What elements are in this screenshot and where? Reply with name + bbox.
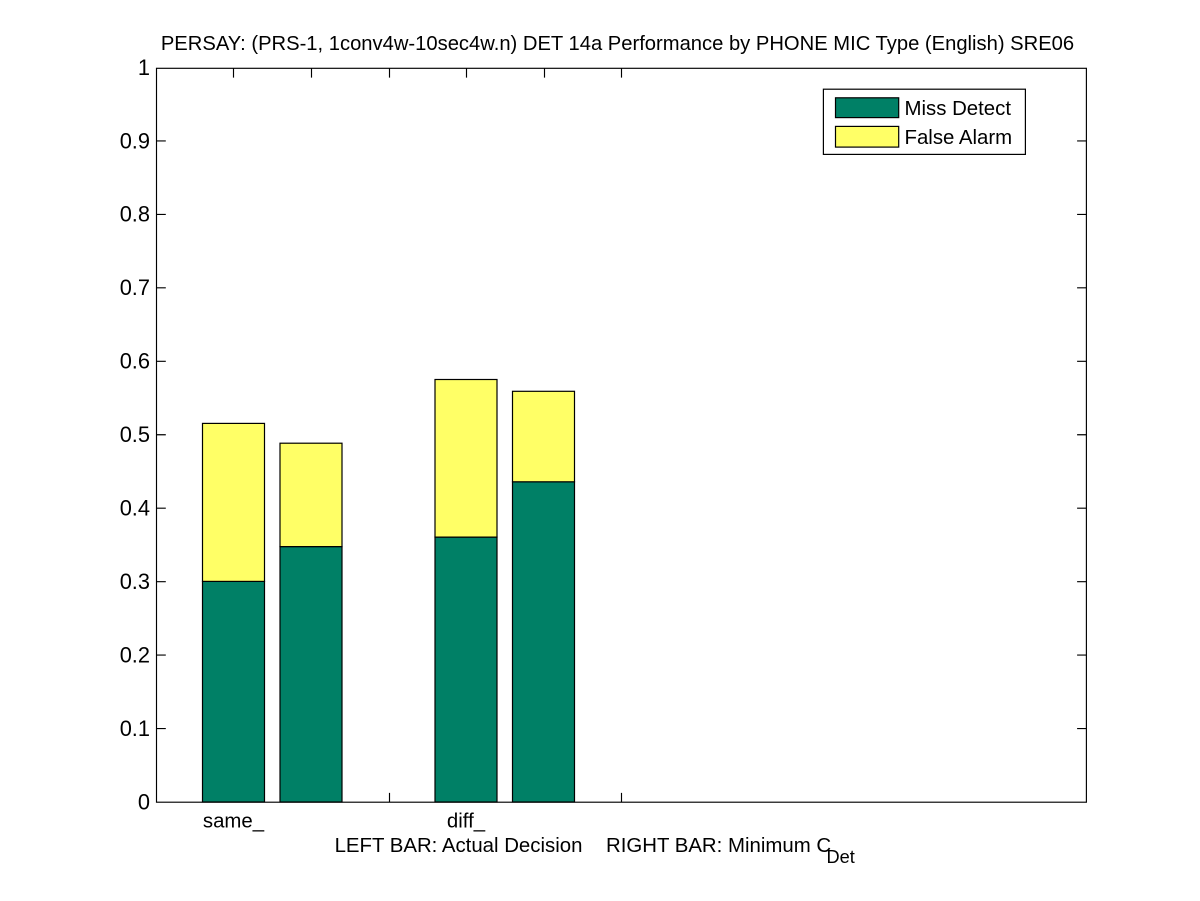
svg-text:0.5: 0.5 [120,422,150,447]
svg-text:0.6: 0.6 [120,349,150,374]
svg-text:0.2: 0.2 [120,642,150,667]
svg-text:0.9: 0.9 [120,128,150,153]
svg-text:Miss Detect: Miss Detect [905,98,1012,120]
svg-text:LEFT BAR: Actual Decision: LEFT BAR: Actual Decision [335,835,583,857]
svg-text:0.1: 0.1 [120,716,150,741]
svg-text:0.7: 0.7 [120,275,150,300]
svg-text:0.3: 0.3 [120,569,150,594]
svg-text:0.8: 0.8 [120,202,150,227]
svg-text:RIGHT BAR: Minimum C: RIGHT BAR: Minimum C [606,835,831,857]
svg-text:same_: same_ [203,811,265,833]
svg-text:0.4: 0.4 [120,496,150,521]
svg-text:PERSAY: (PRS-1, 1conv4w-10sec4: PERSAY: (PRS-1, 1conv4w-10sec4w.n) DET 1… [161,33,1074,55]
svg-text:0: 0 [138,789,150,814]
svg-text:1: 1 [138,55,150,80]
svg-text:Det: Det [827,847,855,867]
svg-text:False Alarm: False Alarm [905,127,1013,149]
svg-text:diff_: diff_ [447,811,486,833]
